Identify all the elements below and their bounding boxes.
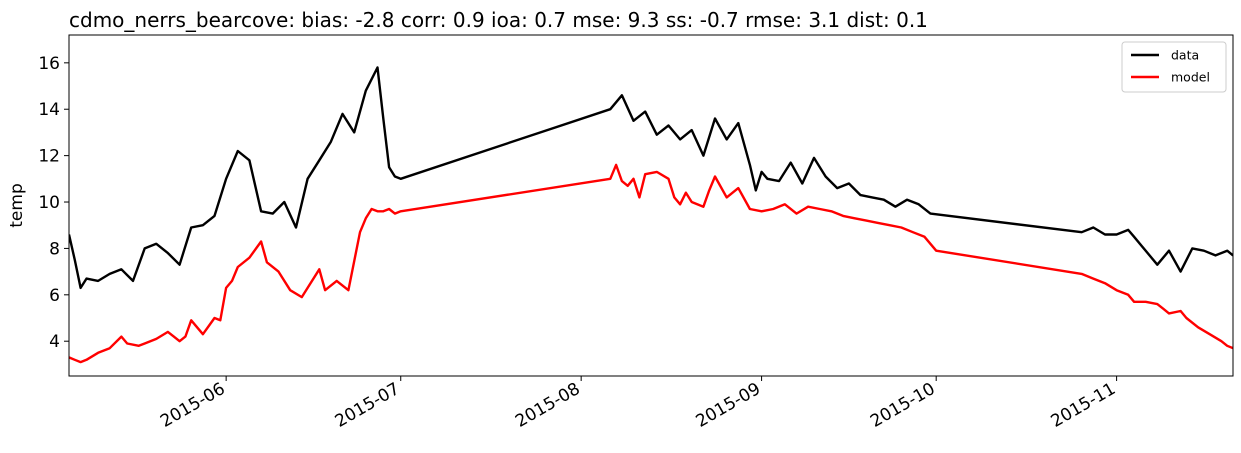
x-axis: 2015-06 2015-07 2015-08 2015-09 2015-10 2015-… <box>157 376 1119 432</box>
legend-label-data: data <box>1171 48 1199 63</box>
plot-frame <box>68 34 1234 377</box>
legend: data model <box>1121 41 1227 93</box>
x-tick-label: 2015-09 <box>693 379 765 432</box>
plot-area <box>69 66 1233 364</box>
x-tick-label: 2015-06 <box>157 379 229 432</box>
chart-title: cdmo_nerrs_bearcove: bias: -2.8 corr: 0.… <box>69 8 928 32</box>
x-tick-label: 2015-11 <box>1048 379 1120 432</box>
series-line-data <box>69 66 1233 290</box>
x-tick-label: 2015-08 <box>512 379 584 432</box>
legend-label-model: model <box>1171 70 1210 85</box>
y-axis-label: temp <box>7 183 27 227</box>
y-tick-label: 14 <box>38 100 60 120</box>
x-tick-label: 2015-10 <box>867 379 939 432</box>
y-tick-label: 8 <box>49 239 60 259</box>
y-tick-label: 10 <box>38 193 60 213</box>
y-tick-label: 4 <box>49 332 60 352</box>
y-tick-label: 6 <box>49 286 60 306</box>
series-line-model <box>69 163 1233 364</box>
y-axis: 4 6 8 10 12 14 16 <box>38 54 69 352</box>
y-tick-label: 16 <box>38 54 60 74</box>
x-tick-label: 2015-07 <box>332 379 404 432</box>
y-tick-label: 12 <box>38 147 60 167</box>
